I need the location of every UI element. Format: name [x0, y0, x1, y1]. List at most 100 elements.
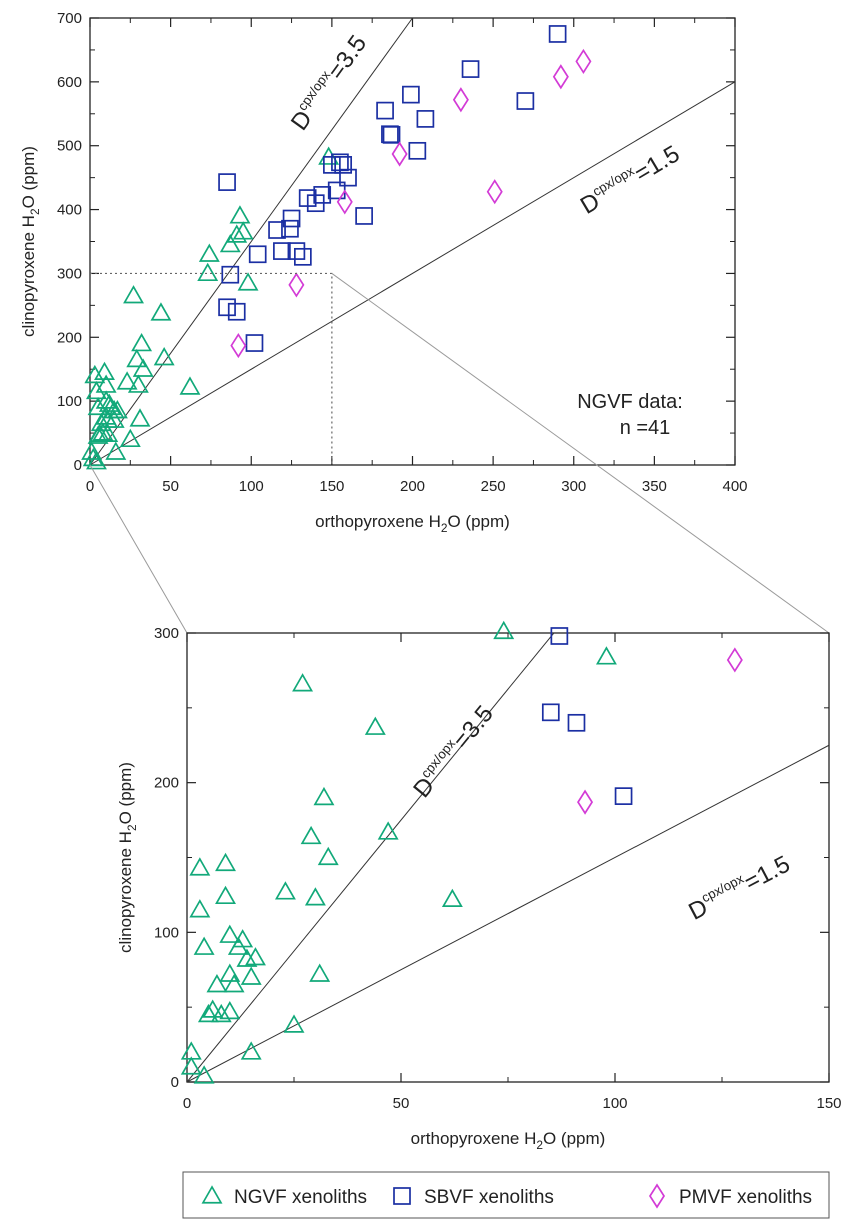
x-tick-label: 150 [816, 1095, 841, 1112]
data-point-triangle [193, 1065, 215, 1084]
annotation-line-2: n =41 [620, 417, 671, 439]
legend-item-ngvf: NGVF xenoliths [201, 1185, 367, 1208]
data-point-triangle [179, 376, 201, 395]
data-point-triangle [123, 285, 145, 304]
data-point-triangle [236, 948, 258, 967]
data-point-square [227, 302, 246, 321]
legend-item-pmvf: PMVF xenoliths [648, 1183, 812, 1209]
data-point-triangle [85, 380, 107, 400]
y-tick-label: 400 [57, 202, 82, 219]
data-point-triangle [309, 963, 331, 982]
main-panel: 0 50 100 150 200 250 300 350 400 0 100 200 300 400 500… [19, 10, 748, 535]
data-point-square [273, 242, 291, 260]
y-tick-label: 200 [154, 775, 179, 792]
data-point-diamond [552, 64, 569, 90]
data-point-triangle [300, 825, 322, 845]
data-point-triangle [493, 620, 515, 640]
diamond-marker-icon [648, 1183, 666, 1209]
data-point-triangle [223, 974, 245, 993]
data-point-diamond [486, 179, 503, 205]
x-tick-label: 100 [239, 478, 264, 495]
data-point-diamond [336, 189, 353, 215]
data-point-triangle [219, 233, 241, 253]
data-point-triangle [229, 205, 251, 224]
data-point-square [516, 92, 535, 110]
data-point-diamond [230, 333, 247, 359]
zoom-connectors [89, 273, 830, 634]
data-point-diamond [726, 647, 743, 673]
legend-label-sbvf: SBVF xenoliths [424, 1187, 554, 1208]
data-point-square [461, 60, 480, 78]
data-point-square [416, 110, 435, 128]
data-point-square [294, 247, 312, 266]
data-point-triangle [127, 374, 149, 393]
series-sbvf [218, 25, 567, 352]
data-point-triangle [283, 1014, 305, 1033]
data-point-triangle [90, 412, 112, 432]
series-pmvf [577, 647, 743, 815]
y-axis-label: clinopyroxene H2O (ppm) [116, 762, 139, 953]
data-point-triangle [240, 966, 262, 985]
data-point-diamond [391, 141, 408, 167]
data-point-triangle [202, 999, 224, 1018]
x-tick-label: 150 [319, 478, 344, 495]
y-tick-label: 500 [57, 138, 82, 155]
data-point-triangle [313, 786, 335, 806]
data-point-square [550, 627, 569, 645]
legend-item-sbvf: SBVF xenoliths [393, 1187, 554, 1208]
y-tick-label: 200 [57, 329, 82, 346]
data-point-triangle [219, 1000, 241, 1020]
data-point-square [282, 209, 301, 228]
x-tick-label: 250 [481, 478, 506, 495]
data-point-triangle [377, 821, 399, 840]
y-tick-label: 600 [57, 74, 82, 91]
data-point-triangle [116, 371, 138, 390]
data-point-triangle [237, 272, 259, 291]
data-point-triangle [219, 963, 241, 982]
data-point-triangle [85, 451, 107, 470]
data-point-square [313, 186, 332, 204]
data-point-triangle [215, 852, 236, 872]
x-tick-label: 50 [162, 478, 179, 495]
x-tick-label: 200 [400, 478, 425, 495]
y-tick-label: 0 [74, 457, 82, 474]
y-tick-label: 300 [154, 625, 179, 642]
data-point-triangle [215, 885, 236, 905]
reference-line-d-1-5 [89, 81, 736, 466]
legend-label-ngvf: NGVF xenoliths [234, 1187, 367, 1208]
x-axis-label: orthopyroxene H2O (ppm) [315, 512, 510, 535]
reference-line-d-1-5 [186, 744, 830, 1083]
triangle-marker-icon [201, 1185, 223, 1204]
legend-label-pmvf: PMVF xenoliths [679, 1187, 812, 1208]
data-point-diamond [575, 48, 592, 75]
data-point-triangle [97, 423, 119, 442]
x-tick-label: 0 [183, 1095, 191, 1112]
data-point-square [548, 25, 567, 43]
data-point-square [614, 787, 633, 805]
y-tick-label: 100 [57, 393, 82, 410]
data-point-triangle [206, 974, 228, 993]
data-point-triangle [126, 348, 148, 368]
annotation-line-1: NGVF data: [577, 391, 683, 413]
data-point-square [541, 703, 560, 722]
data-point-triangle [197, 1003, 219, 1023]
data-point-diamond [577, 789, 594, 815]
data-point-triangle [180, 1056, 202, 1075]
data-point-triangle [210, 1003, 232, 1023]
data-point-triangle [317, 846, 339, 866]
data-point-square [408, 141, 427, 160]
x-tick-label: 50 [393, 1095, 410, 1112]
data-point-triangle [129, 408, 151, 427]
y-axis-label: clinopyroxene H2O (ppm) [19, 146, 42, 337]
data-point-square [402, 85, 420, 104]
x-axis-label: orthopyroxene H2O (ppm) [411, 1129, 606, 1152]
data-point-triangle [226, 224, 248, 243]
zoom-connector-right [331, 273, 830, 634]
data-point-square [218, 298, 236, 317]
y-tick-label: 100 [154, 924, 179, 941]
data-point-triangle [132, 358, 154, 377]
y-tick-label: 300 [57, 265, 82, 282]
